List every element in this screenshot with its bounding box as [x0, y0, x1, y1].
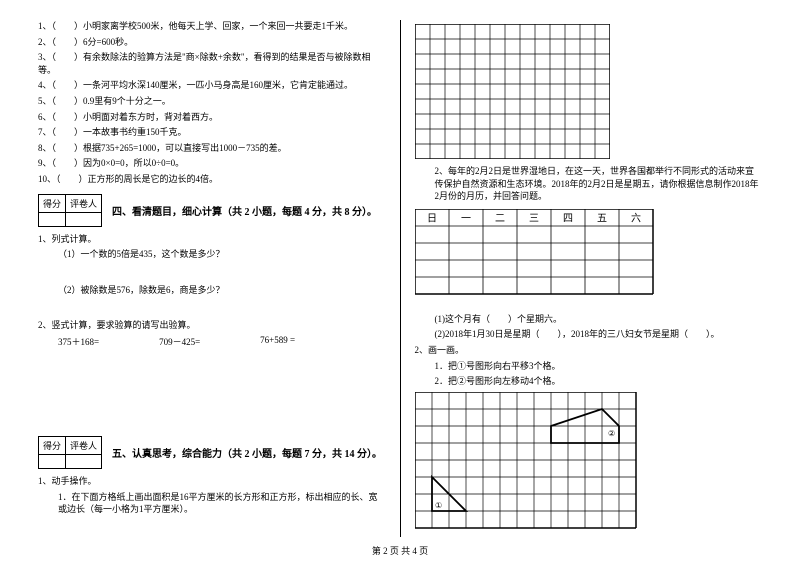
judgment-item: 7、（ ）一本故事书约重150千克。	[38, 126, 386, 139]
q-wetland-a: (1)这个月有（ ）个星期六。	[415, 313, 763, 326]
calc-row: 375＋168= 709－425= 76+589 =	[38, 335, 386, 348]
judgment-item: 4、（ ）一条河平均水深140厘米，一匹小马身高是160厘米，它肯定能通过。	[38, 79, 386, 92]
svg-text:二: 二	[495, 213, 505, 224]
answer-space	[38, 388, 386, 428]
grid-paper-top	[415, 24, 610, 159]
judgment-item: 6、（ ）小明面对着东方时，背对着西方。	[38, 111, 386, 124]
section-4-title: 四、看清题目，细心计算（共 2 小题，每题 4 分，共 8 分）。	[112, 203, 377, 218]
judgment-item: 5、（ ）0.9里有9个十分之一。	[38, 95, 386, 108]
q4-1b: （2）被除数是576，除数是6，商是多少？	[38, 284, 386, 297]
grader-blank	[66, 454, 102, 468]
judgment-item: 2、（ ）6分=600秒。	[38, 36, 386, 49]
page-container: 1、（ ）小明家离学校500米，他每天上学、回家，一个来回一共要走1千米。 2、…	[0, 0, 800, 565]
calc-item: 76+589 =	[260, 335, 295, 348]
answer-space	[38, 299, 386, 319]
svg-text:三: 三	[529, 213, 539, 224]
judgment-item: 1、（ ）小明家离学校500米，他每天上学、回家，一个来回一共要走1千米。	[38, 20, 386, 33]
judgment-item: 8、（ ）根据735+265=1000，可以直接写出1000－735的差。	[38, 142, 386, 155]
score-label: 得分	[39, 194, 66, 212]
q4-2: 2、竖式计算，要求验算的请写出验算。	[38, 319, 386, 332]
section-5-title: 五、认真思考，综合能力（共 2 小题，每题 7 分，共 14 分）。	[112, 445, 382, 460]
grid-paper-shapes: ②①	[415, 392, 645, 532]
q4-1a: （1）一个数的5倍是435，这个数是多少？	[38, 248, 386, 261]
svg-text:五: 五	[597, 213, 607, 224]
q5-1a: 1．在下面方格纸上画出面积是16平方厘米的长方形和正方形，标出相应的长、宽或边长…	[38, 491, 386, 516]
score-box: 得分 评卷人	[38, 436, 102, 469]
judgment-item: 9、（ ）因为0×0=0，所以0÷0=0。	[38, 157, 386, 170]
score-label: 得分	[39, 436, 66, 454]
svg-text:四: 四	[563, 213, 573, 224]
score-blank	[39, 454, 66, 468]
q4-1: 1、列式计算。	[38, 233, 386, 246]
grader-label: 评卷人	[66, 194, 102, 212]
svg-text:六: 六	[631, 212, 641, 224]
svg-text:日: 日	[427, 213, 437, 224]
answer-space	[38, 264, 386, 284]
q-wetland: 2、每年的2月2日是世界湿地日，在这一天，世界各国都举行不同形式的活动来宣传保护…	[415, 165, 763, 203]
svg-text:①: ①	[435, 501, 442, 510]
score-blank	[39, 212, 66, 226]
judgment-list: 1、（ ）小明家离学校500米，他每天上学、回家，一个来回一共要走1千米。 2、…	[38, 20, 386, 186]
q-draw-a: 1．把①号图形向右平移3个格。	[415, 360, 763, 373]
calc-item: 709－425=	[159, 335, 200, 348]
answer-space	[38, 348, 386, 388]
score-box: 得分 评卷人	[38, 194, 102, 227]
q-draw-b: 2．把②号图形向左移动4个格。	[415, 375, 763, 388]
left-column: 1、（ ）小明家离学校500米，他每天上学、回家，一个来回一共要走1千米。 2、…	[30, 20, 401, 537]
judgment-item: 3、（ ）有余数除法的验算方法是"商×除数+余数"，看得到的结果是否与被除数相等…	[38, 51, 386, 76]
calendar-grid: 日一二三四五六	[415, 209, 665, 309]
svg-text:一: 一	[461, 213, 471, 224]
calc-item: 375＋168=	[58, 335, 99, 348]
svg-text:②: ②	[608, 429, 615, 438]
page-footer: 第 2 页 共 4 页	[0, 544, 800, 557]
q-wetland-b: (2)2018年1月30日是星期（ ），2018年的三八妇女节是星期（ ）。	[415, 328, 763, 341]
q5-1: 1、动手操作。	[38, 475, 386, 488]
section-4-header: 得分 评卷人 四、看清题目，细心计算（共 2 小题，每题 4 分，共 8 分）。	[38, 194, 386, 227]
grader-label: 评卷人	[66, 436, 102, 454]
q-draw: 2、画一画。	[415, 344, 763, 357]
right-column: 2、每年的2月2日是世界湿地日，在这一天，世界各国都举行不同形式的活动来宣传保护…	[401, 20, 771, 537]
section-5-header: 得分 评卷人 五、认真思考，综合能力（共 2 小题，每题 7 分，共 14 分）…	[38, 436, 386, 469]
judgment-item: 10、（ ）正方形的周长是它的边长的4倍。	[38, 173, 386, 186]
grader-blank	[66, 212, 102, 226]
